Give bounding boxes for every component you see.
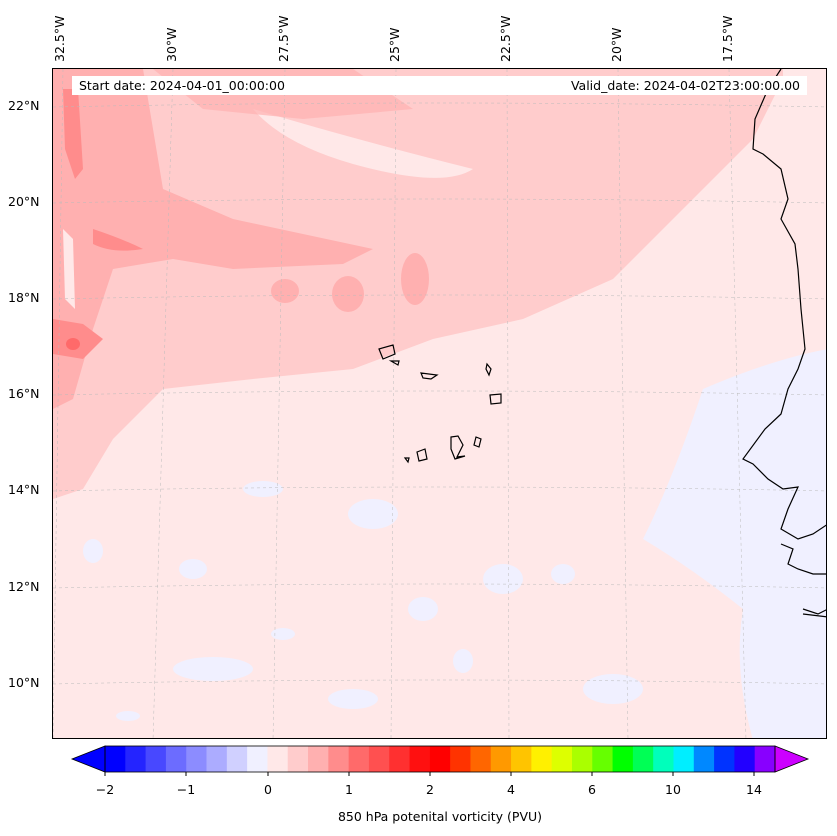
colorbar-tick-label: −1	[176, 782, 196, 797]
lon-label: 20°W	[609, 27, 624, 62]
colorbar-box	[226, 746, 248, 772]
colorbar-tick-label: −2	[95, 782, 115, 797]
colorbar-box	[632, 746, 654, 772]
map-panel[interactable]	[52, 68, 827, 739]
pv-contour-medium	[53, 69, 373, 409]
colorbar-tick-label: 14	[746, 782, 762, 797]
colorbar-tick-label: 0	[264, 782, 272, 797]
colorbar	[70, 745, 810, 776]
lat-label: 20°N	[8, 194, 40, 209]
lat-label: 18°N	[8, 290, 40, 305]
colorbar-tick-label: 4	[507, 782, 515, 797]
date-info-box: Start date: 2024-04-01_00:00:00 Valid_da…	[72, 76, 807, 95]
colorbar-ticks	[104, 772, 755, 776]
colorbar-box	[531, 746, 553, 772]
colorbar-box	[714, 746, 735, 772]
lat-label: 14°N	[8, 482, 40, 497]
colorbar-box	[551, 746, 573, 772]
pv-contour-strong	[53, 89, 143, 359]
lon-label: 25°W	[387, 27, 402, 62]
lat-label: 22°N	[8, 98, 40, 113]
colorbar-box	[165, 746, 187, 772]
colorbar-box	[125, 746, 147, 772]
colorbar-label: 850 hPa potenital vorticity (PVU)	[337, 809, 543, 824]
start-date: Start date: 2024-04-01_00:00:00	[79, 78, 285, 93]
colorbar-box	[308, 746, 329, 772]
colorbar-box	[511, 746, 532, 772]
lon-label: 30°W	[164, 27, 179, 62]
pv-contour-negative	[83, 349, 826, 738]
colorbar-tick-label: 1	[345, 782, 353, 797]
pv-contour-medium	[332, 276, 364, 312]
colorbar-box	[693, 746, 715, 772]
colorbar-box	[247, 746, 268, 772]
colorbar-tick-label: 6	[588, 782, 596, 797]
colorbar-tick-label: 2	[426, 782, 434, 797]
lon-label: 22.5°W	[498, 15, 513, 62]
pv-contour-light-streak	[63, 229, 75, 309]
colorbar-box	[145, 746, 167, 772]
colorbar-under-arrow	[70, 745, 106, 773]
colorbar-box	[470, 746, 492, 772]
pv-contour-medium	[401, 253, 429, 305]
pv-contour-medium	[271, 279, 299, 303]
colorbar-box	[409, 746, 431, 772]
colorbar-box	[429, 746, 451, 772]
lon-label: 27.5°W	[276, 15, 291, 62]
colorbar-box	[754, 746, 776, 772]
colorbar-box	[267, 746, 289, 772]
colorbar-box	[186, 746, 208, 772]
valid-date: Valid_date: 2024-04-02T23:00:00.00	[570, 78, 800, 93]
colorbar-box	[206, 746, 228, 772]
coastline	[378, 69, 826, 618]
colorbar-box	[673, 746, 695, 772]
colorbar-box	[571, 746, 593, 772]
colorbar-box	[450, 746, 471, 772]
pv-contour-field	[53, 69, 826, 738]
colorbar-box	[287, 746, 309, 772]
colorbar-box	[612, 746, 634, 772]
colorbar-box	[734, 746, 756, 772]
pv-contour-strongest	[66, 338, 80, 350]
colorbar-box	[653, 746, 674, 772]
lon-label: 32.5°W	[52, 15, 67, 62]
colorbar-tick-label: 10	[665, 782, 681, 797]
colorbar-box	[348, 746, 370, 772]
colorbar-box	[389, 746, 411, 772]
colorbar-box	[490, 746, 512, 772]
lon-label: 17.5°W	[720, 15, 735, 62]
lat-label: 12°N	[8, 579, 40, 594]
colorbar-over-arrow	[774, 745, 810, 773]
colorbar-box	[105, 746, 126, 772]
lat-label: 10°N	[8, 675, 40, 690]
lat-label: 16°N	[8, 386, 40, 401]
colorbar-box	[368, 746, 390, 772]
colorbar-box	[328, 746, 350, 772]
pv-contour-light-band	[253, 109, 473, 178]
colorbar-box	[592, 746, 614, 772]
colorbar-outline	[104, 745, 776, 773]
